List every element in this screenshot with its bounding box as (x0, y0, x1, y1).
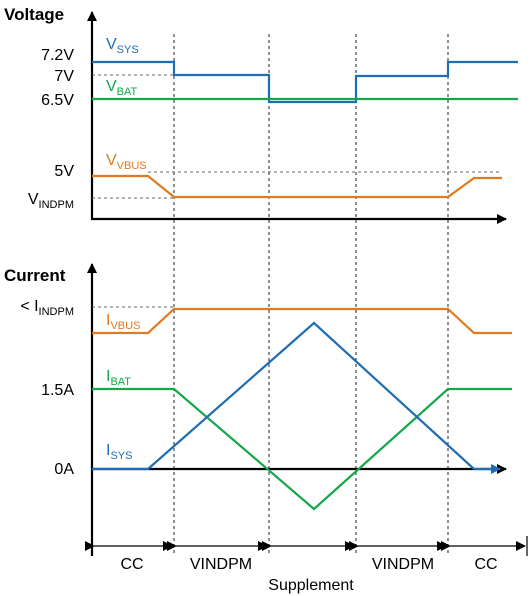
current-title: Current (4, 266, 66, 285)
vsys-label-sub: SYS (117, 44, 139, 56)
ibat-label-main: I (106, 368, 110, 385)
vbat-label: VBAT (106, 78, 138, 98)
voltage-panel: Voltage 7.2V 7V 6.5V 5V VINDPM VSYS VBAT… (4, 5, 518, 224)
phase-label-vindpm-1: VINDPM (190, 556, 252, 573)
tick-iindpm: < IINDPM (20, 298, 74, 318)
voltage-title: Voltage (4, 5, 64, 24)
vbus-trace (92, 174, 502, 199)
phase-label-vindpm-2: VINDPM (372, 556, 434, 573)
tick-7v: 7V (54, 68, 74, 85)
phase-label-supplement: Supplement (268, 577, 354, 594)
ivbus-label-main: I (106, 312, 110, 329)
tick-0a: 0A (54, 461, 74, 478)
isys-label-main: I (106, 442, 110, 459)
tick-vindpm-main: V (28, 191, 39, 208)
tick-7-2v: 7.2V (41, 47, 74, 64)
ibat-label-sub: BAT (110, 376, 131, 388)
phase-dividers (173, 34, 449, 556)
tick-6-5v: 6.5V (41, 92, 74, 109)
tick-1-5a: 1.5A (41, 382, 74, 399)
vsys-label: VSYS (106, 36, 139, 56)
tick-5v: 5V (54, 163, 74, 180)
ibat-label: IBAT (106, 368, 131, 388)
phase-label-cc-2: CC (474, 556, 497, 573)
vsys-label-main: V (106, 36, 117, 53)
vvbus-label-sub: VBUS (117, 160, 147, 172)
tick-vindpm-sub: INDPM (39, 199, 74, 211)
vsys-trace (92, 60, 518, 104)
phase-label-cc-1: CC (120, 556, 143, 573)
tick-iindpm-prefix: < I (20, 298, 38, 315)
tick-vindpm: VINDPM (28, 191, 74, 211)
tick-iindpm-sub: INDPM (39, 306, 74, 318)
vbat-label-main: V (106, 78, 117, 95)
phase-bar: CC VINDPM Supplement VINDPM CC (85, 536, 528, 594)
isys-trace (92, 321, 475, 471)
vvbus-label-main: V (106, 152, 117, 169)
ivbus-trace (92, 307, 512, 335)
isys-label: ISYS (106, 442, 132, 462)
ivbus-label-sub: VBUS (110, 320, 140, 332)
isys-label-sub: SYS (110, 450, 132, 462)
ivbus-label: IVBUS (106, 312, 140, 332)
current-panel: Current < IINDPM 1.5A 0A IVBUS IBAT ISYS (4, 263, 512, 556)
ibat-trace (92, 387, 512, 511)
vvbus-label: VVBUS (106, 152, 147, 172)
vbat-label-sub: BAT (117, 86, 138, 98)
